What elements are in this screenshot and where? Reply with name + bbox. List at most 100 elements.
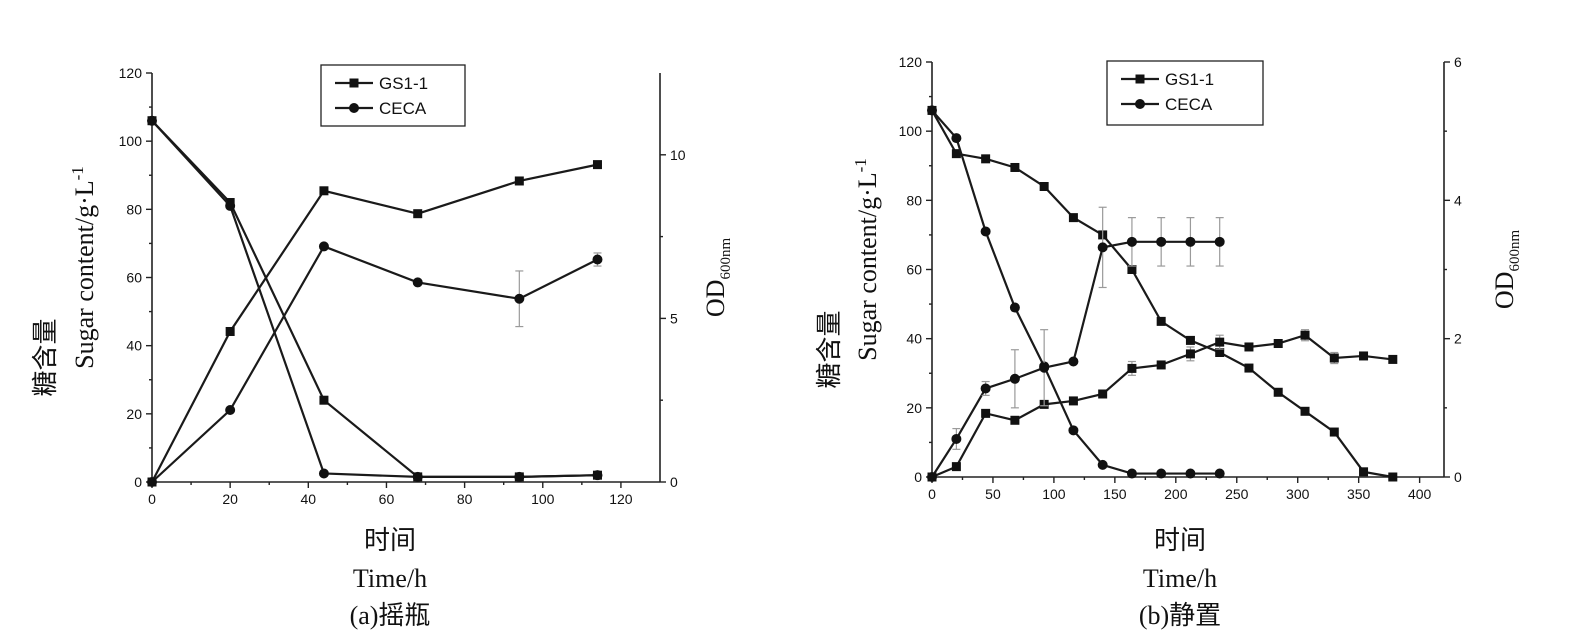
legend-circle-marker bbox=[349, 103, 359, 113]
data-point-square bbox=[1068, 396, 1078, 406]
data-point-square bbox=[1215, 348, 1225, 357]
data-point-circle bbox=[1039, 362, 1050, 373]
data-point-circle bbox=[592, 470, 603, 481]
series-line-gs1-1-right bbox=[931, 333, 1393, 479]
data-point-circle bbox=[147, 477, 157, 487]
y-axis-title-cn: 糖含量 bbox=[815, 310, 844, 388]
data-point-circle bbox=[927, 105, 937, 116]
data-point-circle bbox=[1214, 236, 1225, 247]
data-point-circle bbox=[225, 405, 236, 416]
data-point-square bbox=[1185, 349, 1195, 359]
data-point-square bbox=[1039, 182, 1049, 191]
chart-panel-b: 0 50 100 150 200 250 300 350 400 0 20 40 60 80 100 120 0… bbox=[815, 54, 1523, 630]
y2-axis-title: OD600nm bbox=[701, 238, 734, 318]
data-point-square bbox=[1329, 427, 1339, 437]
x-tick-label: 20 bbox=[222, 491, 238, 507]
data-point-square bbox=[1010, 415, 1020, 425]
y-tick-label: 60 bbox=[906, 262, 922, 278]
data-point-square bbox=[1156, 360, 1166, 370]
data-point-circle bbox=[1126, 468, 1137, 479]
legend-square-marker bbox=[1135, 74, 1145, 84]
legend-label: CECA bbox=[1165, 95, 1213, 114]
chart-panel-a: 0 20 40 60 80 100 120 0 20 40 60 80 100 120 0 5 10 GS1-1 C… bbox=[31, 64, 734, 630]
data-point-circle bbox=[514, 471, 525, 482]
y2-tick-label: 6 bbox=[1454, 54, 1462, 70]
y-tick-label: 100 bbox=[119, 133, 143, 149]
series-line-gs1-1-right bbox=[151, 163, 598, 483]
data-point-circle bbox=[1126, 236, 1137, 247]
y2-tick-label: 2 bbox=[1454, 331, 1462, 347]
data-point-square bbox=[1244, 363, 1254, 373]
data-point-circle bbox=[980, 383, 991, 394]
y2-axis-title: OD600nm bbox=[1490, 230, 1523, 310]
data-point-square bbox=[1068, 213, 1078, 223]
data-point-circle bbox=[1185, 236, 1196, 247]
data-point-square bbox=[413, 209, 423, 219]
y-tick-label: 40 bbox=[126, 338, 142, 354]
data-point-square bbox=[1300, 330, 1310, 340]
data-point-circle bbox=[980, 226, 991, 237]
y2-tick-label: 0 bbox=[670, 474, 678, 490]
data-point-square bbox=[951, 462, 961, 472]
data-point-square bbox=[1156, 316, 1166, 326]
data-point-circle bbox=[1214, 468, 1225, 479]
data-point-circle bbox=[147, 115, 157, 126]
y-axis-title-cn: 糖含量 bbox=[31, 318, 60, 396]
data-point-circle bbox=[1097, 242, 1108, 253]
x-tick-label: 60 bbox=[379, 491, 395, 507]
data-point-square bbox=[1273, 339, 1283, 349]
legend-box bbox=[1106, 60, 1264, 126]
y-tick-label: 0 bbox=[914, 469, 922, 485]
legend-label: CECA bbox=[379, 99, 427, 118]
y-axis-title-exponent: -1 bbox=[851, 158, 870, 172]
legend-box bbox=[320, 64, 466, 127]
y-tick-label: 60 bbox=[126, 270, 142, 286]
data-point-square bbox=[951, 149, 961, 159]
data-point-square bbox=[592, 160, 602, 170]
data-point-circle bbox=[951, 433, 962, 444]
x-axis-title: Time/h bbox=[1143, 564, 1217, 593]
x-axis-title-cn: 时间 bbox=[364, 526, 416, 555]
x-tick-label: 80 bbox=[457, 491, 473, 507]
data-point-square bbox=[1127, 265, 1137, 274]
data-point-square bbox=[1244, 342, 1254, 352]
data-point-square bbox=[1185, 335, 1195, 345]
data-point-square bbox=[1273, 387, 1283, 397]
data-point-circle bbox=[1156, 468, 1167, 479]
data-point-square bbox=[1329, 353, 1339, 363]
panel-caption: (a)摇瓶 bbox=[350, 601, 431, 630]
y-tick-label: 80 bbox=[906, 192, 922, 208]
data-point-square bbox=[319, 395, 329, 405]
data-point-circle bbox=[951, 133, 962, 144]
data-point-circle bbox=[1009, 373, 1020, 384]
x-tick-label: 400 bbox=[1408, 486, 1432, 502]
data-point-circle bbox=[1097, 459, 1108, 470]
data-point-square bbox=[1127, 363, 1137, 373]
x-tick-label: 350 bbox=[1347, 486, 1371, 502]
data-point-circle bbox=[1068, 356, 1079, 367]
x-tick-label: 40 bbox=[301, 491, 317, 507]
series-line-gs1-1-left bbox=[931, 109, 1393, 479]
y2-axis-title-subscript: 600nm bbox=[718, 238, 734, 280]
x-tick-label: 50 bbox=[985, 486, 1001, 502]
data-point-circle bbox=[1009, 302, 1020, 313]
x-tick-label: 0 bbox=[148, 491, 156, 507]
data-point-circle bbox=[1185, 468, 1196, 479]
legend-label: GS1-1 bbox=[379, 74, 428, 93]
legend: GS1-1 CECA bbox=[320, 64, 466, 127]
x-tick-label: 100 bbox=[531, 491, 555, 507]
data-point-square bbox=[1300, 406, 1310, 416]
x-tick-label: 200 bbox=[1164, 486, 1188, 502]
y2-tick-label: 0 bbox=[1454, 469, 1462, 485]
y-axis-title: Sugar content/g·L-1 bbox=[68, 166, 99, 369]
x-axis-title-cn: 时间 bbox=[1154, 526, 1206, 555]
x-tick-label: 100 bbox=[1042, 486, 1066, 502]
legend: GS1-1 CECA bbox=[1106, 60, 1264, 126]
y2-tick-label: 10 bbox=[670, 147, 686, 163]
legend-square-marker bbox=[349, 78, 359, 88]
data-point-square bbox=[1010, 162, 1020, 172]
x-tick-label: 150 bbox=[1103, 486, 1127, 502]
data-point-circle bbox=[1068, 425, 1079, 436]
y2-tick-label: 5 bbox=[670, 310, 678, 326]
y2-axis-title-subscript: 600nm bbox=[1507, 230, 1523, 272]
